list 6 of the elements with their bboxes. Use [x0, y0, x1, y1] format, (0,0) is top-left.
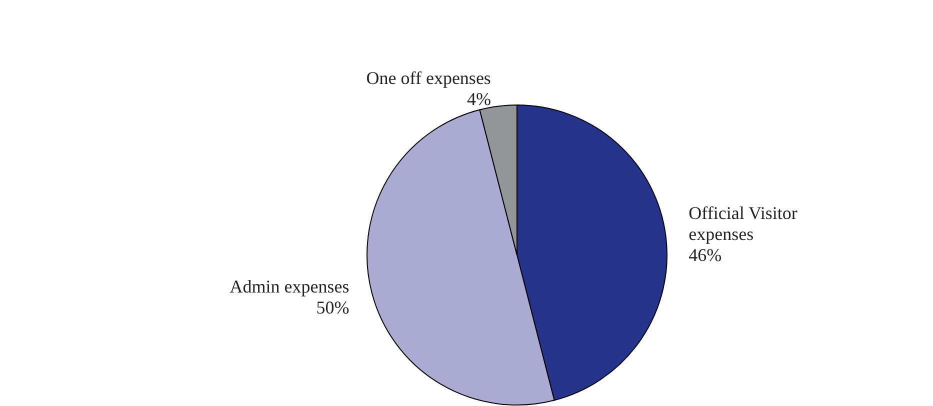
data-label: 50%: [316, 297, 350, 318]
slice-label: One off expenses: [366, 68, 491, 88]
data-label: 4%: [466, 88, 491, 109]
slice-label: Official Visitor expenses: [688, 202, 802, 244]
slice-label: Admin expenses: [230, 276, 350, 296]
data-label: 46%: [688, 244, 722, 265]
